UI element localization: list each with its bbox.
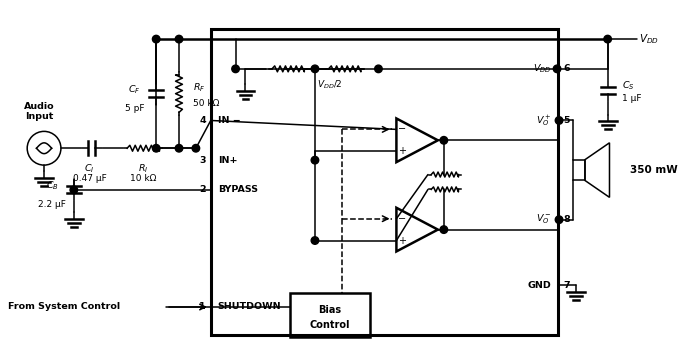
Circle shape xyxy=(152,145,160,152)
Text: SHUTDOWN: SHUTDOWN xyxy=(218,303,282,311)
Circle shape xyxy=(311,237,319,244)
Text: $V_{DD}/2$: $V_{DD}/2$ xyxy=(317,79,343,91)
Circle shape xyxy=(175,35,183,43)
Text: $R_F$: $R_F$ xyxy=(193,82,206,94)
Text: $R_I$: $R_I$ xyxy=(138,162,149,175)
Text: +: + xyxy=(399,146,406,156)
Circle shape xyxy=(440,226,448,233)
Circle shape xyxy=(311,156,319,164)
Text: $C_I$: $C_I$ xyxy=(84,162,95,175)
Text: 50 kΩ: 50 kΩ xyxy=(193,99,219,108)
Text: 4: 4 xyxy=(199,116,206,125)
Text: BYPASS: BYPASS xyxy=(218,185,257,194)
Circle shape xyxy=(555,117,563,124)
Text: 5: 5 xyxy=(563,116,570,125)
Text: −: − xyxy=(399,214,406,224)
Circle shape xyxy=(70,186,78,194)
Text: Control: Control xyxy=(309,320,350,330)
Text: IN+: IN+ xyxy=(218,156,237,165)
Circle shape xyxy=(232,65,239,73)
Text: 350 mW: 350 mW xyxy=(630,165,678,175)
Text: 7: 7 xyxy=(563,281,570,290)
Circle shape xyxy=(374,65,382,73)
Text: +: + xyxy=(399,236,406,246)
Text: $V_{DD}$: $V_{DD}$ xyxy=(533,63,551,75)
Text: 1 μF: 1 μF xyxy=(621,94,641,103)
Text: $V_{DD}$: $V_{DD}$ xyxy=(639,32,659,46)
Text: $C_F$: $C_F$ xyxy=(128,83,140,96)
Text: Audio
Input: Audio Input xyxy=(24,102,55,121)
Circle shape xyxy=(604,35,612,43)
Circle shape xyxy=(175,145,183,152)
Bar xyxy=(290,293,370,337)
Text: IN −: IN − xyxy=(218,116,240,125)
Text: 1: 1 xyxy=(199,303,206,311)
Text: $V_O^-$: $V_O^-$ xyxy=(536,213,551,226)
Text: 5 pF: 5 pF xyxy=(125,103,144,112)
Text: 2: 2 xyxy=(199,185,206,194)
Circle shape xyxy=(554,65,561,73)
Circle shape xyxy=(311,65,319,73)
Text: 8: 8 xyxy=(563,215,570,224)
Text: $V_O^+$: $V_O^+$ xyxy=(536,113,551,128)
Text: 0.47 μF: 0.47 μF xyxy=(73,174,107,183)
Text: GND: GND xyxy=(527,281,551,290)
Text: 2.2 μF: 2.2 μF xyxy=(38,200,66,209)
Bar xyxy=(211,29,558,335)
Bar xyxy=(573,160,585,180)
Text: 6: 6 xyxy=(563,64,570,73)
Text: Bias: Bias xyxy=(318,305,341,315)
Text: 10 kΩ: 10 kΩ xyxy=(130,174,156,183)
Circle shape xyxy=(440,136,448,144)
Text: $C_B$: $C_B$ xyxy=(46,180,58,192)
Text: 3: 3 xyxy=(199,156,206,165)
Circle shape xyxy=(555,216,563,223)
Circle shape xyxy=(152,35,160,43)
Circle shape xyxy=(192,145,200,152)
Text: $C_S$: $C_S$ xyxy=(621,79,634,92)
Text: From System Control: From System Control xyxy=(8,303,120,311)
Text: −: − xyxy=(399,124,406,134)
